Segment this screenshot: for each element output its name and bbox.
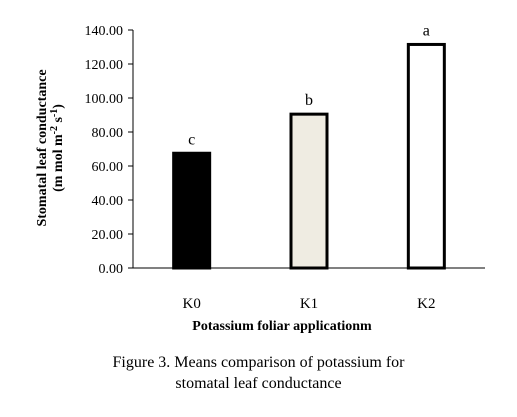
y-tick-label: 100.00 [85,92,124,107]
y-axis-title-line1: Stomatal leaf conductance [35,69,50,226]
y-axis-ticks: 0.00 20.00 40.00 60.00 80.00 100.00 120.00 140.… [85,24,133,277]
y-tick-label: 140.00 [85,24,124,39]
y-tick-label: 60.00 [92,160,124,175]
bar-k0 [172,151,212,270]
x-axis-title: Potassium foliar applicationm [192,319,372,334]
y-tick-label: 0.00 [99,262,124,277]
bar-k2 [406,42,446,270]
significance-letter: a [423,22,430,39]
y-axis-title-line2: (m mol m-2 s-1) [49,104,67,192]
bars: c K0 b K1 a K2 [172,22,446,312]
figure-caption-line2: stomatal leaf conductance [175,375,342,392]
x-tick-label: K1 [300,296,318,312]
significance-letter: b [305,92,313,109]
figure-caption-line1: Figure 3. Means comparison of potassium … [112,354,405,371]
axes [132,30,485,269]
bar-k1 [289,112,329,270]
y-tick-label: 80.00 [92,126,124,141]
y-axis-title: Stomatal leaf conductance (m mol m-2 s-1… [35,69,66,226]
bar-chart: Stomatal leaf conductance (m mol m-2 s-1… [35,22,485,334]
x-tick-label: K2 [417,296,435,312]
significance-letter: c [188,131,195,148]
y-tick-label: 120.00 [85,58,124,73]
y-tick-label: 20.00 [92,228,124,243]
x-tick-label: K0 [182,296,200,312]
y-tick-label: 40.00 [92,194,124,209]
